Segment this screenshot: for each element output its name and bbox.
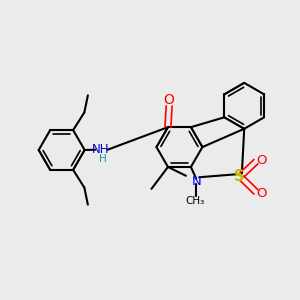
Text: O: O <box>256 154 267 167</box>
Text: NH: NH <box>92 143 110 157</box>
Text: CH₃: CH₃ <box>185 196 204 206</box>
Text: O: O <box>164 93 175 107</box>
Text: H: H <box>99 154 106 164</box>
Text: S: S <box>234 169 244 184</box>
Text: O: O <box>256 187 267 200</box>
Text: N: N <box>191 175 201 188</box>
